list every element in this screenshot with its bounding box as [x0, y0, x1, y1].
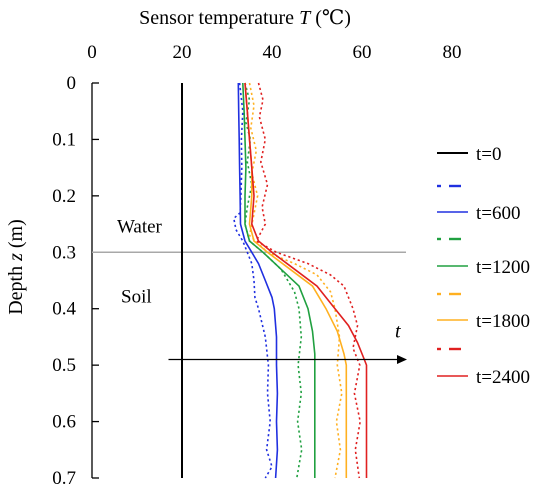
- y-tick-label: 0.2: [52, 186, 76, 207]
- legend: t=0 t=600 t=1200 t=1800 t=2400: [437, 144, 530, 388]
- x-tick-label: 60: [353, 42, 372, 63]
- water-label: Water: [117, 216, 163, 237]
- legend-label-t-600: t=600: [476, 203, 521, 224]
- soil-label: Soil: [121, 286, 152, 307]
- x-tick-label: 0: [87, 42, 97, 63]
- time-arrow: t: [168, 321, 407, 364]
- y-tick-label: 0.6: [52, 412, 76, 433]
- series-line-t-1800-dashed: [248, 82, 343, 479]
- axes: 0 20 40 60 80 0 0.1 0.2 0.3 0.4 0.5 0.6 0.7: [52, 42, 461, 489]
- chart-title: Sensor temperature T (℃): [139, 7, 351, 29]
- series-line-t-2400-solid: [244, 82, 368, 478]
- water-soil-interface: Water Soil: [92, 216, 406, 307]
- series-line-t-600-solid: [237, 82, 279, 479]
- y-tick-label: 0.5: [52, 355, 76, 376]
- series-line-t-2400-dashed: [255, 82, 362, 479]
- y-tick-label: 0.7: [52, 468, 76, 489]
- x-tick-label: 80: [443, 42, 462, 63]
- y-axis-label: Depth z (m): [5, 219, 27, 315]
- series-line-t-1800-solid: [244, 82, 348, 478]
- legend-label-t-0: t=0: [476, 144, 502, 165]
- y-tick-label: 0: [67, 73, 77, 94]
- time-arrow-head: [397, 355, 407, 364]
- legend-label-t-1800: t=1800: [476, 311, 530, 332]
- time-arrow-label: t: [395, 321, 401, 343]
- legend-label-t-1200: t=1200: [476, 257, 530, 278]
- y-tick-label: 0.4: [52, 299, 76, 320]
- y-tick-label: 0.1: [52, 129, 76, 150]
- legend-label-t-2400: t=2400: [476, 367, 530, 388]
- series-lines: [181, 82, 368, 479]
- y-tick-label: 0.3: [52, 242, 76, 263]
- x-tick-label: 40: [263, 42, 282, 63]
- x-tick-label: 20: [173, 42, 192, 63]
